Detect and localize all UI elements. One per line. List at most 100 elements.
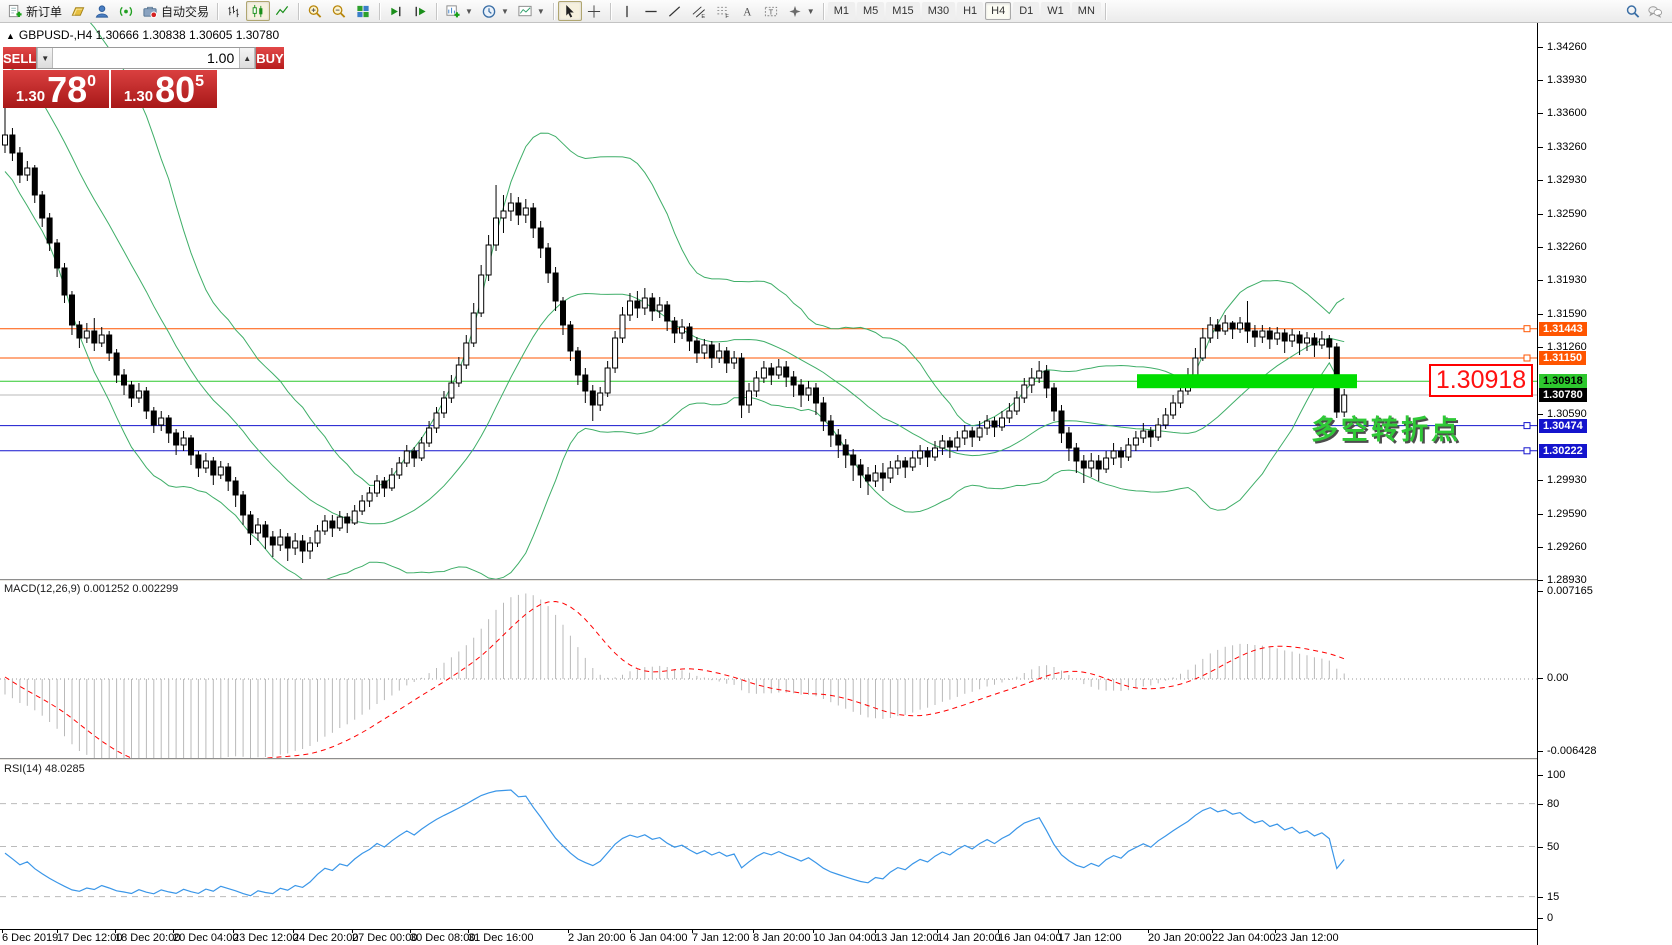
zoom-out-button[interactable] [327, 1, 351, 21]
periods-button[interactable]: ▼ [477, 1, 513, 21]
line-chart-button[interactable] [270, 1, 294, 21]
toolbar-separator [379, 2, 381, 20]
text-label-button[interactable]: T [759, 1, 783, 21]
search-icon[interactable] [1625, 4, 1641, 19]
zoom-out-icon [332, 4, 346, 18]
time-tick [233, 930, 234, 933]
timeframe-button-m30[interactable]: M30 [921, 2, 956, 20]
timeframe-button-h4[interactable]: H4 [985, 2, 1012, 20]
clock-icon [482, 4, 496, 18]
time-tick [352, 930, 353, 933]
volume-input[interactable] [53, 48, 240, 68]
new-order-button[interactable]: 新订单 [3, 1, 66, 21]
macd-axis-label: 0.007165 [1538, 585, 1593, 598]
time-tick [293, 930, 294, 933]
toolbar-right-group [1625, 4, 1669, 19]
chat-icon[interactable] [1647, 4, 1663, 19]
volume-group: ▼ ▲ [36, 47, 257, 69]
price-tick-label: 1.28930 [1538, 574, 1587, 587]
templates-button[interactable]: ▼ [513, 1, 549, 21]
auto-scroll-button[interactable] [384, 1, 408, 21]
buy-price-big: 80 [155, 69, 196, 111]
fibonacci-button[interactable]: F [711, 1, 735, 21]
autotrading-icon [143, 6, 158, 18]
timeframe-button-m5[interactable]: M5 [857, 2, 885, 20]
cursor-button[interactable] [557, 1, 582, 21]
trendline-button[interactable] [663, 1, 687, 21]
time-axis-label: 23 Dec 12:00 [233, 932, 299, 944]
time-axis-label: 2 Jan 20:00 [568, 932, 626, 944]
sell-button[interactable]: SELL [3, 47, 37, 69]
text-button[interactable]: A [735, 1, 759, 21]
volume-decrease-button[interactable]: ▼ [37, 48, 54, 68]
price-tick-label: 1.33600 [1538, 107, 1587, 120]
new-chart-button[interactable]: ▼ [441, 1, 477, 21]
crosshair-icon [587, 4, 600, 18]
time-tick [468, 930, 469, 933]
time-axis-label: 20 Jan 20:00 [1148, 932, 1212, 944]
time-tick [875, 930, 876, 933]
pane-splitter[interactable] [0, 758, 1537, 761]
svg-text:F: F [725, 14, 729, 19]
svg-text:T: T [768, 7, 773, 16]
timeframe-button-m15[interactable]: M15 [886, 2, 920, 20]
autotrading-button[interactable]: 自动交易 [138, 1, 213, 21]
timeframe-button-m1[interactable]: M1 [827, 2, 855, 20]
rsi-axis-label: 50 [1538, 841, 1559, 854]
charts-button[interactable] [66, 1, 90, 21]
price-tick-label: 1.33930 [1538, 74, 1587, 87]
timeframe-button-mn[interactable]: MN [1071, 2, 1101, 20]
time-tick [813, 930, 814, 933]
current-price-flag: 1.30780 [1539, 388, 1587, 402]
bar-chart-button[interactable] [222, 1, 246, 21]
timeframe-button-w1[interactable]: W1 [1041, 2, 1070, 20]
macd-pane[interactable] [0, 582, 1537, 758]
template-chart-icon [518, 5, 532, 16]
time-axis-label: 27 Dec 00:00 [352, 932, 418, 944]
tile-windows-button[interactable] [351, 1, 375, 21]
timeframe-button-d1[interactable]: D1 [1013, 2, 1040, 20]
toolbar-separator [609, 2, 611, 20]
main-price-chart[interactable] [0, 23, 1537, 579]
community-button[interactable] [90, 1, 114, 21]
new-chart-icon [446, 4, 460, 17]
chart-shift-icon [415, 6, 426, 16]
toolbar-separator [436, 2, 438, 20]
horizontal-line-button[interactable] [639, 1, 663, 21]
arrows-button[interactable]: ▼ [783, 1, 819, 21]
trade-panel-toggle-icon[interactable]: ▲ [6, 31, 15, 41]
time-tick [2, 930, 3, 933]
time-axis-label: 30 Dec 08:00 [410, 932, 476, 944]
signals-button[interactable] [114, 1, 138, 21]
candlestick-chart-button[interactable] [246, 1, 271, 21]
text-label-icon: T [764, 6, 777, 16]
pane-splitter[interactable] [0, 579, 1537, 582]
buy-button[interactable]: BUY [256, 47, 284, 69]
chart-shift-button[interactable] [408, 1, 432, 21]
trendline-icon [668, 5, 680, 17]
time-axis-label: 10 Jan 04:00 [813, 932, 877, 944]
buy-price-small: 1.30 [123, 87, 154, 105]
zoom-in-button[interactable] [303, 1, 327, 21]
time-axis-label: 20 Dec 04:00 [173, 932, 239, 944]
svg-text:A: A [743, 6, 752, 18]
sell-price[interactable]: 1.30 78 0 [3, 70, 109, 108]
auto-scroll-icon [391, 6, 401, 16]
annotation-text: 多空转折点 [1311, 415, 1461, 445]
price-axis[interactable]: 1.34260 1.33930 1.33600 1.33260 1.32930 1.325… [1537, 23, 1672, 945]
vertical-line-button[interactable] [615, 1, 639, 21]
time-axis-label: 22 Jan 04:00 [1212, 932, 1276, 944]
timeframe-button-h1[interactable]: H1 [957, 2, 984, 20]
rsi-pane[interactable] [0, 761, 1537, 929]
time-axis[interactable]: 6 Dec 2019 17 Dec 12:00 18 Dec 20:00 20 Dec… [0, 929, 1537, 945]
price-line-flag: 1.30474 [1539, 418, 1587, 433]
price-tick-label: 1.29260 [1538, 541, 1587, 554]
buy-price[interactable]: 1.30 80 5 [111, 70, 217, 108]
equidistant-channel-button[interactable]: E [687, 1, 711, 21]
toolbar-separator [552, 2, 554, 20]
volume-increase-button[interactable]: ▲ [239, 48, 256, 68]
crosshair-button[interactable] [582, 1, 606, 21]
time-tick [1148, 930, 1149, 933]
time-axis-label: 6 Dec 2019 [2, 932, 59, 944]
sell-price-sup: 0 [87, 73, 97, 90]
